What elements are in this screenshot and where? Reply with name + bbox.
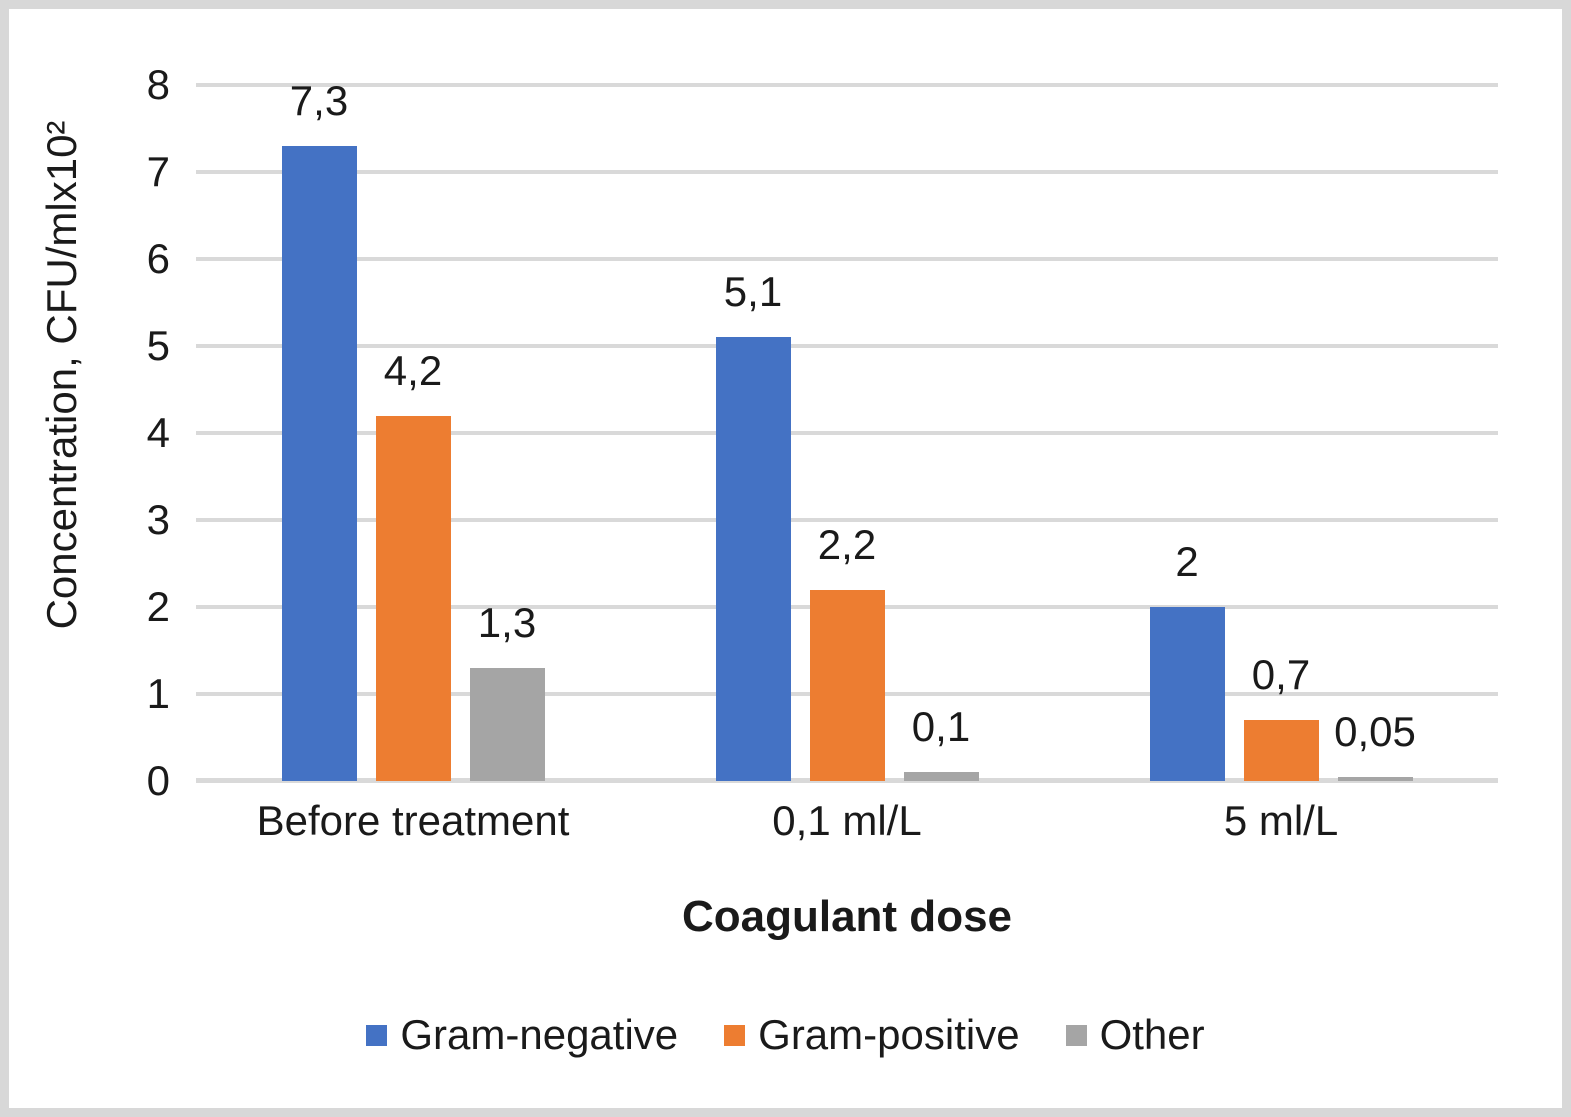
bar-value-label: 0,05 xyxy=(1334,707,1416,755)
gridline-y-6 xyxy=(196,257,1498,261)
bar-value-label: 1,3 xyxy=(477,598,537,646)
bar-value-label: 2,2 xyxy=(817,520,877,568)
bar-value-label: 7,3 xyxy=(289,76,349,124)
legend-item-gram-negative: Gram-negative xyxy=(366,1014,678,1056)
y-tick-label-2: 2 xyxy=(146,583,170,630)
legend-swatch-icon xyxy=(366,1024,388,1046)
y-tick-label-6: 6 xyxy=(146,235,170,282)
gridline-y-7 xyxy=(196,170,1498,174)
legend-label: Other xyxy=(1099,1011,1205,1058)
bar-value-label: 4,2 xyxy=(383,346,443,394)
bar-other-0: 1,3 xyxy=(469,599,545,781)
y-axis-title: Concentration, CFU/mlx10² xyxy=(38,120,85,630)
y-tick-label-1: 1 xyxy=(146,670,170,717)
bar-gram-positive-2: 0,7 xyxy=(1243,651,1319,781)
bar-group-1: 5,1 2,2 0,1 xyxy=(630,85,1064,781)
bar-value-label: 0,7 xyxy=(1251,650,1311,698)
bar-gram-negative-0: 7,3 xyxy=(281,77,357,781)
legend-item-other: Other xyxy=(1065,1011,1205,1058)
x-tick-label-0: Before treatment xyxy=(256,797,570,844)
x-axis-title: Coagulant dose xyxy=(681,892,1013,941)
bar-other-2: 0,05 xyxy=(1334,708,1416,781)
legend-item-gram-positive: Gram-positive xyxy=(724,1011,1020,1058)
legend-swatch-icon xyxy=(724,1024,746,1046)
legend: Gram-negative Gram-positive Other xyxy=(9,1005,1562,1065)
y-tick-label-7: 7 xyxy=(146,148,170,195)
gridline-y-5 xyxy=(196,344,1498,348)
bar-other-1: 0,1 xyxy=(903,703,979,781)
x-tick-label-2: 5 ml/L xyxy=(1223,797,1339,844)
y-tick-label-5: 5 xyxy=(146,322,170,369)
bar-group-0: 7,3 4,2 1,3 xyxy=(196,77,630,781)
gridline-y-4 xyxy=(196,431,1498,435)
y-tick-label-8: 8 xyxy=(146,61,170,108)
legend-label: Gram-negative xyxy=(400,1011,679,1058)
bar-value-label: 5,1 xyxy=(723,267,783,315)
bar-gram-negative-1: 5,1 xyxy=(715,268,791,781)
bar-gram-positive-1: 2,2 xyxy=(809,521,885,781)
bar-value-label: 0,1 xyxy=(911,702,971,750)
gridline-y-8 xyxy=(196,83,1498,87)
bar-group-2: 2 0,7 0,05 xyxy=(1064,85,1498,781)
legend-swatch-icon xyxy=(1065,1024,1087,1046)
x-tick-label-1: 0,1 ml/L xyxy=(772,797,922,844)
y-tick-label-4: 4 xyxy=(146,409,170,456)
bar-gram-positive-0: 4,2 xyxy=(375,347,451,781)
plot-area: 7,3 4,2 1,3 5,1 2,2 0,1 2 0,7 0,05 xyxy=(196,77,1498,783)
y-tick-label-3: 3 xyxy=(146,496,170,543)
legend-label: Gram-positive xyxy=(758,1011,1020,1058)
bar-gram-negative-2: 2 xyxy=(1149,538,1225,781)
gridline-y-3 xyxy=(196,518,1498,522)
y-tick-label-0: 0 xyxy=(146,757,170,804)
bar-value-label: 2 xyxy=(1175,537,1199,585)
